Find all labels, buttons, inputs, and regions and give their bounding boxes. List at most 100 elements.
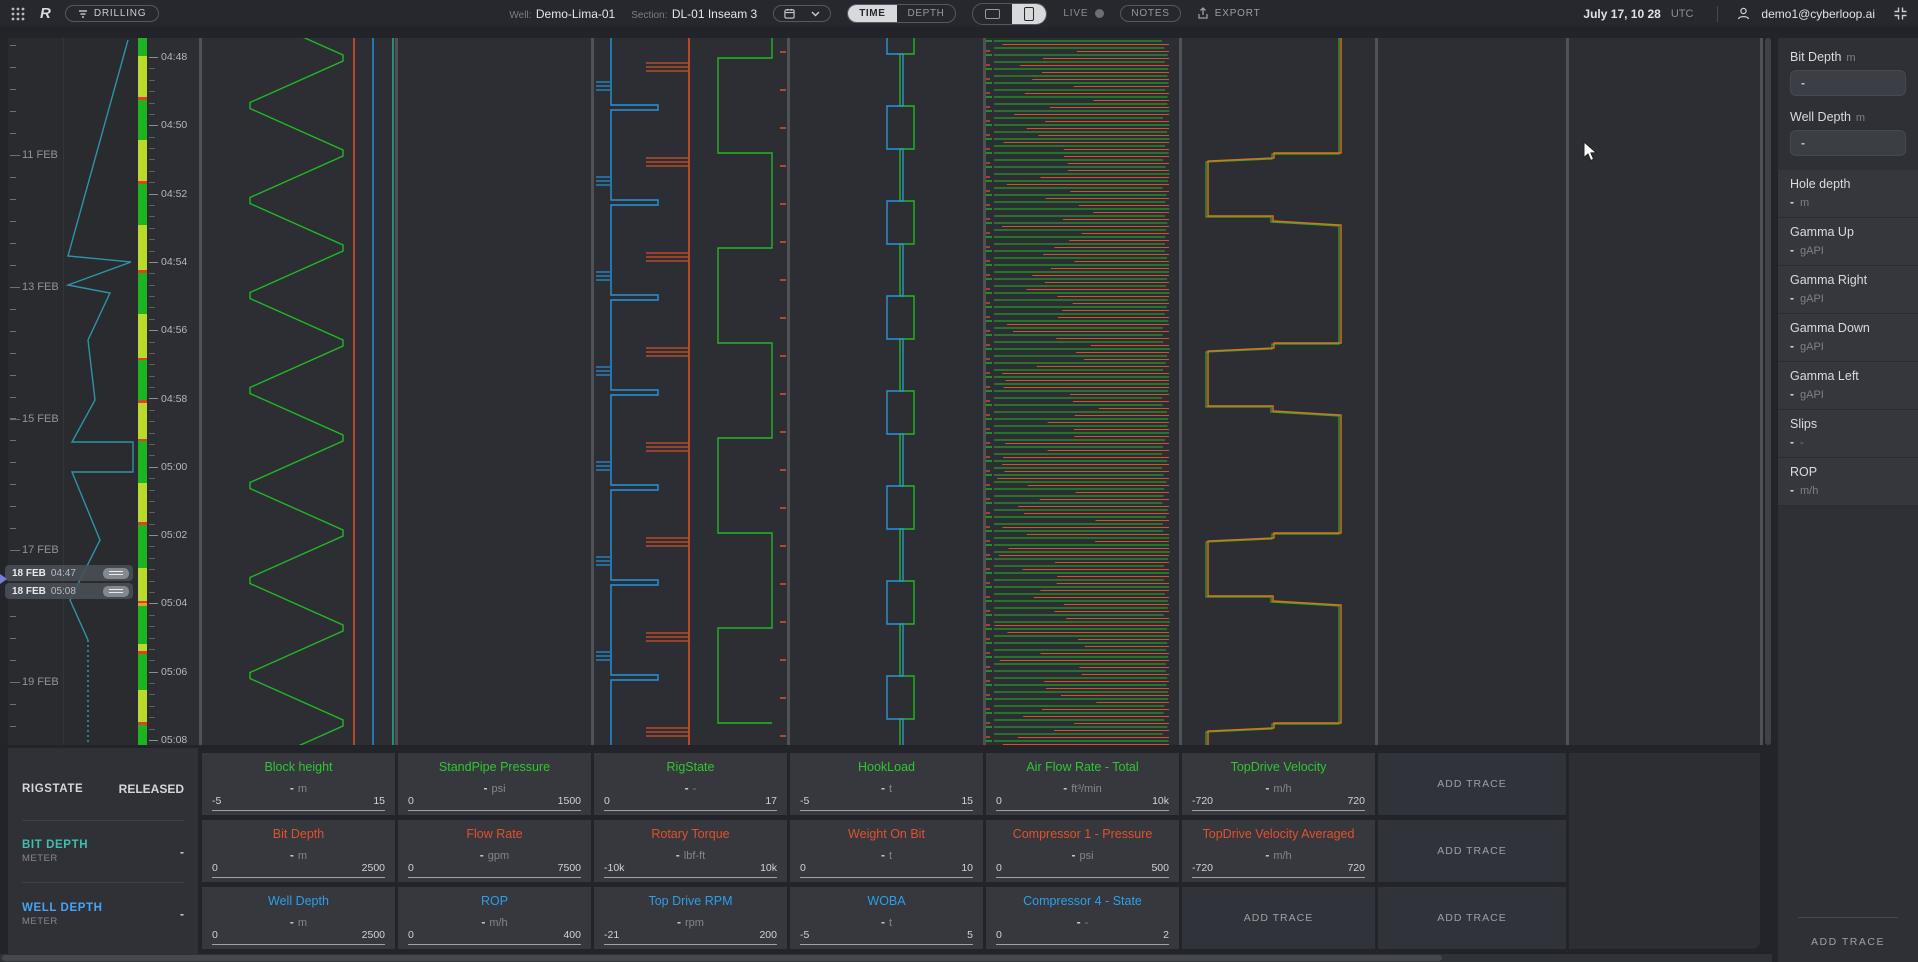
track-divider[interactable] bbox=[1760, 38, 1763, 745]
track-plot-7[interactable] bbox=[1378, 38, 1566, 745]
export-label: EXPORT bbox=[1215, 8, 1261, 19]
fullscreen-icon[interactable] bbox=[1893, 6, 1908, 21]
track-divider[interactable] bbox=[199, 38, 202, 745]
rigstate-segment bbox=[138, 225, 147, 270]
readout-value: -gAPI bbox=[1790, 243, 1906, 257]
trace-min: 0 bbox=[408, 929, 414, 941]
readout-card-gamma-up[interactable]: Gamma Up-gAPI bbox=[1778, 218, 1918, 266]
trace-legend-standpipe-pressure[interactable]: StandPipe Pressure-psi01500 bbox=[398, 753, 591, 815]
trace-legend-rop[interactable]: ROP -m/h 0 400 bbox=[398, 887, 591, 949]
app-logo[interactable]: R bbox=[40, 5, 51, 22]
trace-max: 1500 bbox=[558, 795, 581, 807]
date-major-tick bbox=[10, 682, 20, 683]
track-plot-8[interactable] bbox=[1569, 38, 1760, 745]
rigstate-segment bbox=[138, 606, 147, 644]
selection-start-handle[interactable] bbox=[103, 568, 129, 579]
readout-card-gamma-down[interactable]: Gamma Down-gAPI bbox=[1778, 314, 1918, 362]
well-overview-panel[interactable]: 11 FEB13 FEB15 FEB17 FEB19 FEB 18 FEB 04… bbox=[0, 38, 148, 745]
date-range-dropdown[interactable] bbox=[773, 5, 831, 22]
toggle-depth[interactable]: DEPTH bbox=[897, 5, 956, 22]
time-label: 04:50 bbox=[161, 119, 187, 131]
add-trace-button[interactable]: ADD TRACE bbox=[1378, 887, 1566, 949]
trace-legend-block-height[interactable]: Block height-m-515 bbox=[202, 753, 395, 815]
horizontal-scrollbar-thumb[interactable] bbox=[2, 955, 1442, 961]
trace-value: -gpm bbox=[480, 848, 509, 862]
trace-value: -m/h bbox=[1265, 781, 1291, 795]
bit-depth-meter-row: BIT DEPTH METER - bbox=[22, 821, 184, 883]
time-minor-tick bbox=[149, 660, 155, 661]
vertical-scrollbar[interactable] bbox=[1765, 38, 1771, 745]
trace-legend-topdrive-velocity[interactable]: TopDrive Velocity-m/h-720720 bbox=[1182, 753, 1375, 815]
readout-card-hole-depth[interactable]: Hole depth-m bbox=[1778, 170, 1918, 218]
trace-title: ROP bbox=[481, 894, 508, 908]
drilling-filter-button[interactable]: DRILLING bbox=[65, 5, 160, 22]
trace-value: -m/h bbox=[481, 915, 507, 929]
trace-title: WOBA bbox=[867, 894, 905, 908]
trace-legend-woba[interactable]: WOBA-t-55 bbox=[790, 887, 983, 949]
add-trace-button[interactable]: ADD TRACE bbox=[1182, 887, 1375, 949]
trace-legend-compressor-1-pressure[interactable]: Compressor 1 - Pressure-psi0500 bbox=[986, 820, 1179, 882]
notes-button[interactable]: NOTES bbox=[1120, 5, 1180, 22]
time-minor-tick bbox=[149, 91, 155, 92]
trace-legend-top-drive-rpm[interactable]: Top Drive RPM-rpm-21200 bbox=[594, 887, 787, 949]
bit-depth-meter-sub: METER bbox=[22, 853, 88, 864]
well-depth-meter-sub: METER bbox=[22, 916, 103, 927]
time-minor-tick bbox=[149, 410, 155, 411]
readout-card-rop[interactable]: ROP-m/h bbox=[1778, 458, 1918, 506]
trace-max: 17 bbox=[765, 795, 777, 807]
add-trace-label: ADD TRACE bbox=[1437, 845, 1506, 857]
trace-title: Rotary Torque bbox=[651, 827, 729, 841]
track-plot-1[interactable] bbox=[202, 38, 395, 745]
landscape-toggle[interactable] bbox=[973, 4, 1012, 24]
trace-legend-rotary-torque[interactable]: Rotary Torque-lbf-ft-10k10k bbox=[594, 820, 787, 882]
readout-card-gamma-left[interactable]: Gamma Left-gAPI bbox=[1778, 362, 1918, 410]
user-email[interactable]: demo1@cyberloop.ai bbox=[1761, 7, 1875, 21]
drilling-filter-label: DRILLING bbox=[94, 8, 147, 19]
bit-depth-input[interactable]: - bbox=[1790, 70, 1906, 96]
rigstate-segment bbox=[138, 525, 147, 568]
selection-end-handle[interactable] bbox=[103, 586, 129, 597]
time-major-tick bbox=[149, 535, 158, 536]
portrait-toggle[interactable] bbox=[1012, 4, 1046, 24]
trace-legend-flow-rate[interactable]: Flow Rate-gpm07500 bbox=[398, 820, 591, 882]
trace-legend-topdrive-velocity-averaged[interactable]: TopDrive Velocity Averaged-m/h-720720 bbox=[1182, 820, 1375, 882]
time-minor-tick bbox=[149, 319, 155, 320]
export-icon bbox=[1197, 7, 1209, 20]
trace-legend-well-depth[interactable]: Well Depth-m02500 bbox=[202, 887, 395, 949]
trace-legend-compressor-4-state[interactable]: Compressor 4 - State--02 bbox=[986, 887, 1179, 949]
time-label: 04:56 bbox=[161, 324, 187, 336]
bit-depth-label: Bit Depthm bbox=[1790, 50, 1906, 64]
trace-max: 400 bbox=[563, 929, 581, 941]
add-trace-button[interactable]: ADD TRACE bbox=[1378, 820, 1566, 882]
toggle-time[interactable]: TIME bbox=[848, 5, 896, 22]
rigstate-segment bbox=[138, 184, 147, 225]
time-minor-tick bbox=[149, 137, 155, 138]
trace-legend-hookload[interactable]: HookLoad-t-515 bbox=[790, 753, 983, 815]
readout-label: Gamma Left bbox=[1790, 369, 1906, 383]
well-depth-input[interactable]: - bbox=[1790, 130, 1906, 156]
time-minor-tick bbox=[149, 490, 155, 491]
live-toggle[interactable]: LIVE bbox=[1063, 8, 1104, 19]
horizontal-scrollbar[interactable] bbox=[0, 954, 1772, 962]
apps-grid-icon[interactable] bbox=[10, 6, 26, 22]
trace-legend-bit-depth[interactable]: Bit Depth-m02500 bbox=[202, 820, 395, 882]
rigstate-segment bbox=[138, 360, 147, 400]
trace-legend-air-flow-rate-total[interactable]: Air Flow Rate - Total-ft³/min010k bbox=[986, 753, 1179, 815]
readout-card-gamma-right[interactable]: Gamma Right-gAPI bbox=[1778, 266, 1918, 314]
track-plot-2[interactable] bbox=[398, 38, 591, 745]
readout-card-slips[interactable]: Slips-- bbox=[1778, 410, 1918, 458]
trace-title: Air Flow Rate - Total bbox=[1026, 760, 1138, 774]
rigstate-segment bbox=[138, 690, 147, 722]
trace-range: -21200 bbox=[604, 929, 777, 945]
export-button[interactable]: EXPORT bbox=[1197, 7, 1261, 20]
track-plot-4[interactable] bbox=[790, 38, 983, 745]
track-plot-3[interactable] bbox=[594, 38, 787, 745]
trace-legend-rigstate[interactable]: RigState--017 bbox=[594, 753, 787, 815]
track-plot-6[interactable] bbox=[1182, 38, 1375, 745]
sidebar-add-trace-button[interactable]: ADD TRACE bbox=[1778, 936, 1918, 948]
chevron-down-icon bbox=[811, 11, 820, 17]
trace-legend-weight-on-bit[interactable]: Weight On Bit-t010 bbox=[790, 820, 983, 882]
track-plot-5[interactable] bbox=[986, 38, 1179, 745]
rigstate-segment bbox=[138, 644, 147, 651]
add-trace-button[interactable]: ADD TRACE bbox=[1378, 753, 1566, 815]
